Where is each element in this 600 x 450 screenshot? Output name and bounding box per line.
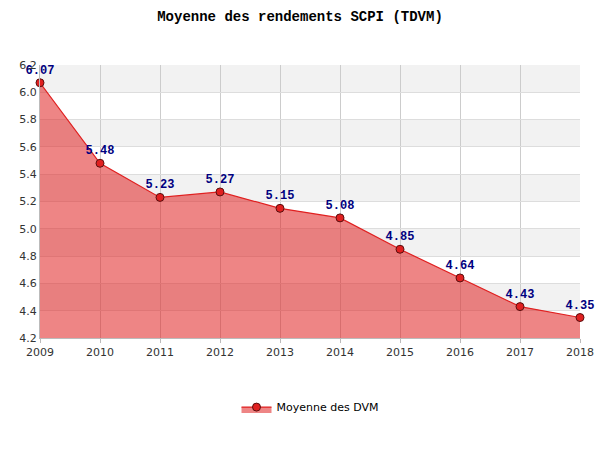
svg-text:5.23: 5.23: [146, 178, 175, 192]
svg-text:5.27: 5.27: [206, 173, 235, 187]
svg-text:5.4: 5.4: [19, 168, 37, 181]
svg-text:6.0: 6.0: [19, 86, 37, 99]
svg-text:6.07: 6.07: [26, 64, 55, 78]
svg-text:5.8: 5.8: [19, 113, 37, 126]
svg-text:4.6: 4.6: [19, 277, 37, 290]
svg-text:2012: 2012: [206, 346, 234, 359]
svg-text:Moyenne des DVM: Moyenne des DVM: [277, 401, 379, 414]
svg-text:5.6: 5.6: [19, 141, 37, 154]
svg-text:2015: 2015: [386, 346, 414, 359]
svg-text:2011: 2011: [146, 346, 174, 359]
svg-text:2009: 2009: [26, 346, 54, 359]
svg-text:5.48: 5.48: [86, 144, 115, 158]
svg-text:2017: 2017: [506, 346, 534, 359]
svg-text:4.85: 4.85: [386, 230, 415, 244]
svg-text:Moyenne des rendements SCPI (T: Moyenne des rendements SCPI (TDVM): [157, 9, 443, 25]
svg-text:2018: 2018: [566, 346, 594, 359]
svg-text:4.64: 4.64: [446, 259, 475, 273]
svg-text:4.4: 4.4: [19, 305, 37, 318]
svg-text:4.43: 4.43: [506, 288, 535, 302]
svg-text:2016: 2016: [446, 346, 474, 359]
svg-text:5.08: 5.08: [326, 199, 355, 213]
svg-text:6.2: 6.2: [19, 59, 37, 72]
svg-text:5.0: 5.0: [19, 223, 37, 236]
svg-text:4.2: 4.2: [19, 332, 37, 345]
svg-text:2013: 2013: [266, 346, 294, 359]
svg-text:2014: 2014: [326, 346, 354, 359]
svg-text:4.8: 4.8: [19, 250, 37, 263]
svg-text:5.2: 5.2: [19, 195, 37, 208]
svg-text:5.15: 5.15: [266, 189, 295, 203]
svg-text:2010: 2010: [86, 346, 114, 359]
svg-text:4.35: 4.35: [566, 299, 595, 313]
